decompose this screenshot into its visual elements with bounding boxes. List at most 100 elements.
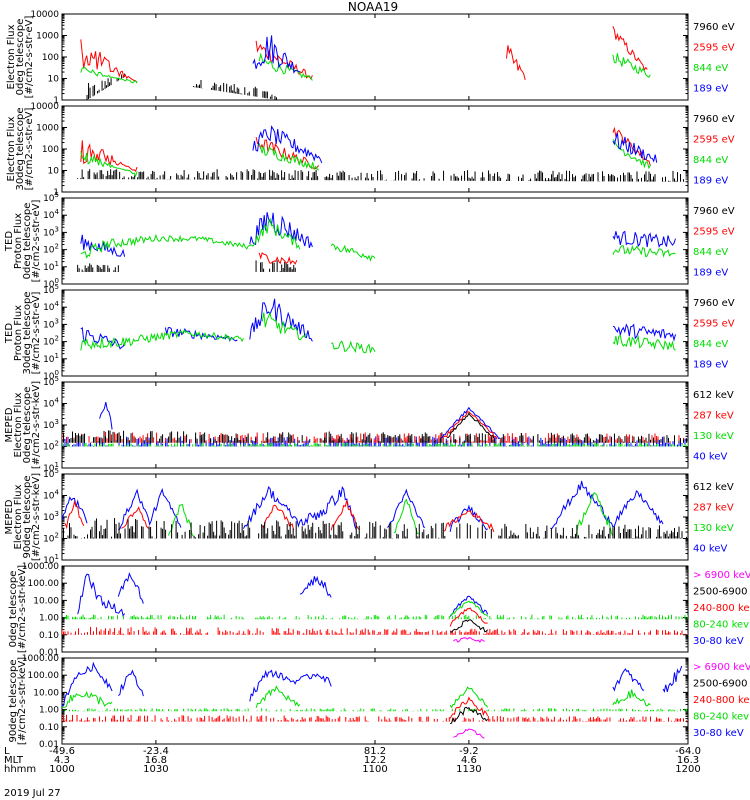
- data-line: [255, 685, 301, 708]
- data-line: [612, 668, 645, 692]
- y-tick-label: 0.10: [39, 631, 59, 641]
- data-line: [446, 412, 495, 439]
- series-240-800-ke: [449, 696, 489, 719]
- y-tick-label: 100: [42, 53, 59, 63]
- data-line: [612, 53, 651, 79]
- y-axis-label: [#/cm2-s-str-keV]: [31, 381, 42, 469]
- y-tick-label: 101: [43, 352, 59, 365]
- y-tick-exponent: 1: [55, 461, 59, 469]
- series-612-kev: [63, 518, 688, 539]
- x-row-label: MLT: [4, 755, 24, 766]
- legend-entry: > 6900 keV: [693, 662, 750, 673]
- panel-frame: [61, 657, 689, 745]
- data-line: [449, 706, 489, 725]
- data-line: [506, 45, 526, 81]
- x-row-value: 1130: [456, 764, 481, 775]
- data-line: [249, 298, 313, 342]
- series-844-ev: [80, 52, 651, 84]
- series-group: [62, 401, 688, 447]
- y-tick-exponent: 1: [55, 553, 59, 561]
- data-line: [80, 217, 301, 259]
- data-line: [252, 125, 323, 164]
- legend-entry: 30-80 keV: [693, 636, 744, 647]
- series-group: [77, 212, 676, 272]
- data-line: [80, 67, 138, 84]
- legend-entry: 844 eV: [693, 339, 728, 350]
- y-tick-label: 1000: [36, 32, 59, 42]
- panel-frame: [61, 565, 689, 653]
- legend-entry: 189 eV: [693, 175, 728, 186]
- data-line: [449, 686, 489, 709]
- x-row-value: -64.0: [675, 746, 701, 757]
- data-line: [80, 39, 138, 83]
- y-axis-label: Proton Flux: [13, 305, 24, 361]
- y-axis-label: 30deg telescope: [22, 291, 33, 374]
- legend-entry: 40 keV: [693, 451, 727, 462]
- series-40-kev: [62, 480, 664, 533]
- data-line: [299, 575, 332, 598]
- x-row-value: 81.2: [364, 746, 386, 757]
- data-line: [80, 151, 138, 178]
- data-line: [452, 637, 485, 643]
- series-group: [80, 298, 676, 354]
- x-row-value: 4.3: [54, 755, 70, 766]
- y-axis-label: [#/cm2-s-str-keV]: [31, 473, 42, 561]
- series-80-240-kev: [62, 685, 651, 709]
- y-tick-label: 10000: [30, 102, 59, 112]
- y-tick-label: 1000: [36, 124, 59, 134]
- data-line: [258, 52, 313, 81]
- x-row-label: L: [4, 746, 10, 757]
- y-tick-exponent: 4: [55, 397, 60, 405]
- series-30-80-kev: [449, 595, 489, 617]
- series-group: [62, 661, 688, 739]
- y-tick-exponent: 0: [55, 277, 59, 285]
- data-line: [249, 212, 313, 249]
- y-tick-exponent: 1: [55, 352, 59, 360]
- data-line: [393, 498, 419, 535]
- legend-entry: 189 eV: [693, 83, 728, 94]
- y-tick-exponent: 2: [55, 243, 59, 251]
- panel-frame: [61, 289, 689, 377]
- x-row-value: 1030: [143, 764, 168, 775]
- x-row-value: -9.2: [459, 746, 479, 757]
- series-130-kev: [63, 442, 688, 447]
- y-tick-label: 1.00: [39, 614, 59, 624]
- data-line: [331, 340, 376, 354]
- series-80-240-kev: [62, 708, 688, 712]
- y-axis-label: [#/cm2-s-str-eV]: [24, 16, 35, 99]
- y-tick-label: 104: [43, 489, 59, 502]
- x-row-value: 12.2: [364, 755, 386, 766]
- series-612-kev: [62, 430, 688, 443]
- y-axis-label: [#/cm2-s-str-keV]: [17, 657, 28, 745]
- y-tick-label: 10: [48, 167, 60, 177]
- data-line: [164, 326, 238, 342]
- data-line: [258, 252, 298, 266]
- data-line: [662, 665, 683, 693]
- data-line: [453, 728, 485, 739]
- series-2595-ev: [80, 26, 648, 83]
- data-line: [258, 143, 320, 171]
- data-line: [117, 669, 144, 697]
- x-row-value: -23.4: [143, 746, 169, 757]
- data-line: [612, 323, 676, 342]
- legend-entry: 130 keV: [693, 523, 734, 534]
- legend-entry: 189 eV: [693, 267, 728, 278]
- y-tick-exponent: 3: [55, 418, 59, 426]
- data-line: [77, 573, 126, 618]
- x-row-value: 1200: [675, 764, 700, 775]
- series-844-ev: [80, 217, 676, 262]
- data-line: [449, 696, 489, 719]
- data-line: [449, 595, 489, 617]
- y-axis-label: 0deg telescope: [22, 387, 33, 464]
- y-tick-label: 101: [43, 260, 59, 273]
- series-40-kev: [99, 401, 501, 440]
- y-tick-exponent: 3: [55, 510, 59, 518]
- y-tick-label: 102: [43, 335, 59, 348]
- x-row-value: 4.6: [461, 755, 477, 766]
- y-tick-label: 103: [43, 317, 59, 330]
